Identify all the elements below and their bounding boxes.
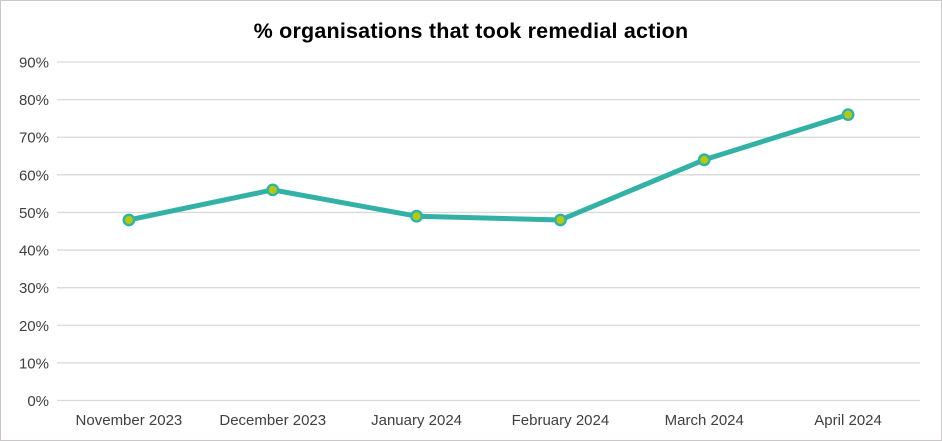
series-line <box>126 112 851 223</box>
y-axis-tick-label: 80% <box>19 92 49 109</box>
x-axis-tick-label: November 2023 <box>76 412 183 429</box>
y-axis-tick-label: 30% <box>19 280 49 297</box>
y-axis-tick-label: 60% <box>19 167 49 184</box>
x-axis-tick-label: January 2024 <box>371 412 462 429</box>
y-axis-tick-label: 20% <box>19 318 49 335</box>
data-point-marker <box>697 153 711 167</box>
y-axis-tick-label: 10% <box>19 355 49 372</box>
data-point-marker <box>554 213 567 227</box>
data-point-marker <box>410 209 423 223</box>
data-point-marker <box>122 213 136 227</box>
y-axis-tick-label: 50% <box>19 205 49 222</box>
y-axis-tick-label: 40% <box>19 243 49 260</box>
x-axis-tick-label: March 2024 <box>665 412 744 429</box>
x-axis-tick-label: April 2024 <box>814 412 882 429</box>
chart-title: % organisations that took remedial actio… <box>253 19 689 43</box>
y-axis-tick-label: 90% <box>19 55 49 72</box>
x-axis-tick-label: February 2024 <box>512 412 610 429</box>
x-axis-tick-label: December 2023 <box>219 412 326 429</box>
y-axis-tick-label: 70% <box>19 130 49 147</box>
data-point-marker <box>841 108 855 122</box>
y-axis-tick-label: 0% <box>27 393 49 410</box>
data-point-marker <box>266 183 280 197</box>
